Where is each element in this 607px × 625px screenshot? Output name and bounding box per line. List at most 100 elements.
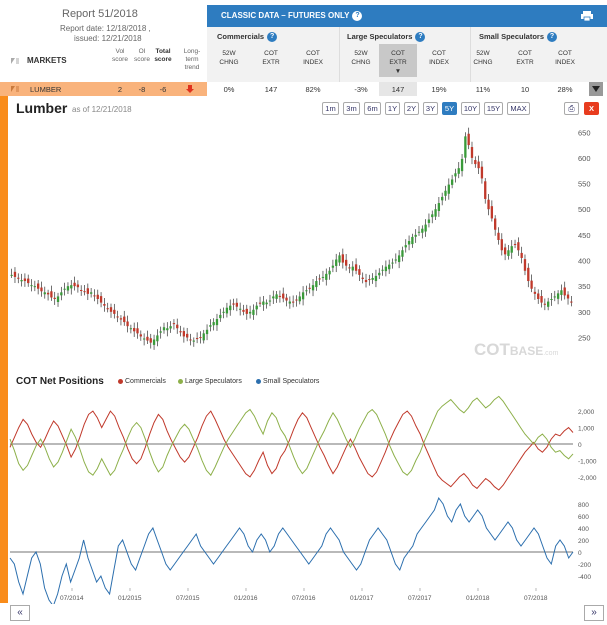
- x-tick-label: 07/2018: [524, 595, 548, 602]
- candle-body: [517, 242, 520, 251]
- candle-body: [30, 285, 33, 287]
- candle-body: [40, 287, 43, 292]
- candle-body: [119, 318, 123, 320]
- candle-body: [421, 228, 424, 233]
- y-tick-label: 800: [578, 502, 589, 509]
- candle-body: [484, 181, 487, 199]
- range-button-max[interactable]: MAX: [507, 102, 530, 115]
- candle-body: [527, 267, 530, 282]
- candle-body: [13, 271, 17, 277]
- long-term-trend-header[interactable]: Long-term trend: [183, 48, 201, 71]
- market-cell[interactable]: LUMBER 2 -8 -6: [0, 82, 207, 96]
- legend-commercials[interactable]: Commercials: [118, 378, 166, 385]
- vol-score-header[interactable]: Vol score: [112, 48, 128, 63]
- range-button-6m[interactable]: 6m: [364, 102, 381, 115]
- candle-body: [169, 326, 172, 329]
- candle-body: [278, 295, 282, 297]
- candle-body: [308, 287, 311, 289]
- col-cot-index[interactable]: COT INDEX: [429, 50, 449, 66]
- range-button-10y[interactable]: 10Y: [461, 102, 480, 115]
- help-icon[interactable]: ?: [547, 32, 558, 43]
- candle-body: [351, 266, 354, 271]
- candle-body: [70, 285, 73, 289]
- candle-body: [361, 277, 364, 279]
- help-icon[interactable]: ?: [415, 32, 426, 43]
- col-cot-extr[interactable]: COT EXTR: [262, 50, 280, 66]
- y-tick-label: 0: [578, 442, 582, 449]
- ls-52w-chng: -3%: [354, 85, 368, 94]
- oi-score: -8: [138, 85, 146, 94]
- y-tick-label: 400: [578, 526, 589, 533]
- candle-body: [248, 311, 252, 314]
- candle-body: [63, 288, 66, 290]
- range-button-3y[interactable]: 3Y: [423, 102, 438, 115]
- help-icon[interactable]: ?: [267, 32, 278, 43]
- col-cot-extr-active[interactable]: COT EXTR ▼: [379, 44, 417, 77]
- row-dropdown-button[interactable]: [589, 82, 603, 96]
- oi-score-header[interactable]: OI score: [134, 48, 150, 63]
- legend-small-speculators[interactable]: Small Speculators: [256, 378, 319, 385]
- print-icon[interactable]: [581, 11, 593, 21]
- candle-body: [318, 278, 321, 280]
- range-button-15y[interactable]: 15Y: [484, 102, 503, 115]
- candle-body: [384, 266, 388, 272]
- x-tick-label: 01/2017: [350, 595, 374, 602]
- close-button[interactable]: X: [584, 102, 599, 115]
- candle-body: [530, 280, 533, 289]
- candle-body: [245, 308, 248, 314]
- down-arrow-icon: [186, 85, 194, 93]
- prev-button[interactable]: «: [10, 605, 30, 621]
- candle-body: [537, 293, 540, 299]
- report-info: Report 51/2018 Report date: 12/18/2018 ,…: [0, 0, 207, 82]
- candle-body: [507, 250, 510, 256]
- candle-body: [570, 301, 573, 303]
- range-button-1y[interactable]: 1Y: [385, 102, 400, 115]
- help-icon[interactable]: ?: [352, 11, 363, 21]
- y-tick-label: 250: [578, 333, 591, 342]
- candle-body: [533, 291, 537, 294]
- chevron-down-icon: [592, 86, 600, 92]
- range-button-2y[interactable]: 2Y: [404, 102, 419, 115]
- candle-body: [146, 336, 149, 341]
- cotbase-watermark: COTBASE.com: [474, 340, 559, 359]
- y-tick-label: -200: [578, 562, 591, 569]
- group-small-speculators: Small Speculators?: [479, 32, 558, 43]
- candle-body: [89, 292, 93, 294]
- candle-body: [50, 291, 53, 298]
- x-tick-label: 07/2015: [176, 595, 200, 602]
- col-cot-index[interactable]: COT INDEX: [555, 50, 575, 66]
- candle-body: [192, 340, 195, 342]
- legend-dot: [256, 378, 261, 384]
- candle-body: [76, 284, 80, 288]
- candle-body: [388, 264, 391, 270]
- candle-body: [378, 272, 381, 276]
- candle-body: [450, 179, 454, 185]
- candle-body: [80, 290, 83, 292]
- legend-large-speculators[interactable]: Large Speculators: [178, 378, 242, 385]
- range-button-3m[interactable]: 3m: [343, 102, 360, 115]
- col-52w-chng[interactable]: 52W CHNG: [473, 50, 493, 66]
- candle-body: [113, 309, 116, 314]
- print-chart-button[interactable]: ⎙: [564, 102, 579, 115]
- col-52w-chng[interactable]: 52W CHNG: [219, 50, 239, 66]
- candle-body: [258, 302, 262, 304]
- candle-body: [477, 161, 480, 169]
- candle-body: [338, 255, 341, 263]
- markets-label[interactable]: MARKETS: [27, 56, 67, 65]
- cot-chart: 2,000 1,000 0 -1,000 -2,000 800 600 400 200 0 -200…: [9, 395, 597, 604]
- next-button[interactable]: »: [584, 605, 604, 621]
- table-row[interactable]: LUMBER 2 -8 -6 0% 147 82% -3% 147 19% 11…: [0, 82, 607, 96]
- range-button-1m[interactable]: 1m: [322, 102, 339, 115]
- candle-body: [490, 206, 494, 219]
- report-date: Report date: 12/18/2018 ,: [60, 24, 151, 33]
- candle-body: [348, 267, 351, 269]
- sort-icon[interactable]: [10, 57, 20, 65]
- series-line-small-speculators: [9, 496, 574, 604]
- total-score-header[interactable]: Total score: [154, 48, 172, 63]
- range-button-5y[interactable]: 5Y: [442, 102, 457, 115]
- col-cot-extr[interactable]: COT EXTR: [516, 50, 534, 66]
- legend-dot: [178, 378, 183, 384]
- col-52w-chng[interactable]: 52W CHNG: [351, 50, 371, 66]
- col-cot-index[interactable]: COT INDEX: [303, 50, 323, 66]
- market-name[interactable]: LUMBER: [30, 85, 62, 94]
